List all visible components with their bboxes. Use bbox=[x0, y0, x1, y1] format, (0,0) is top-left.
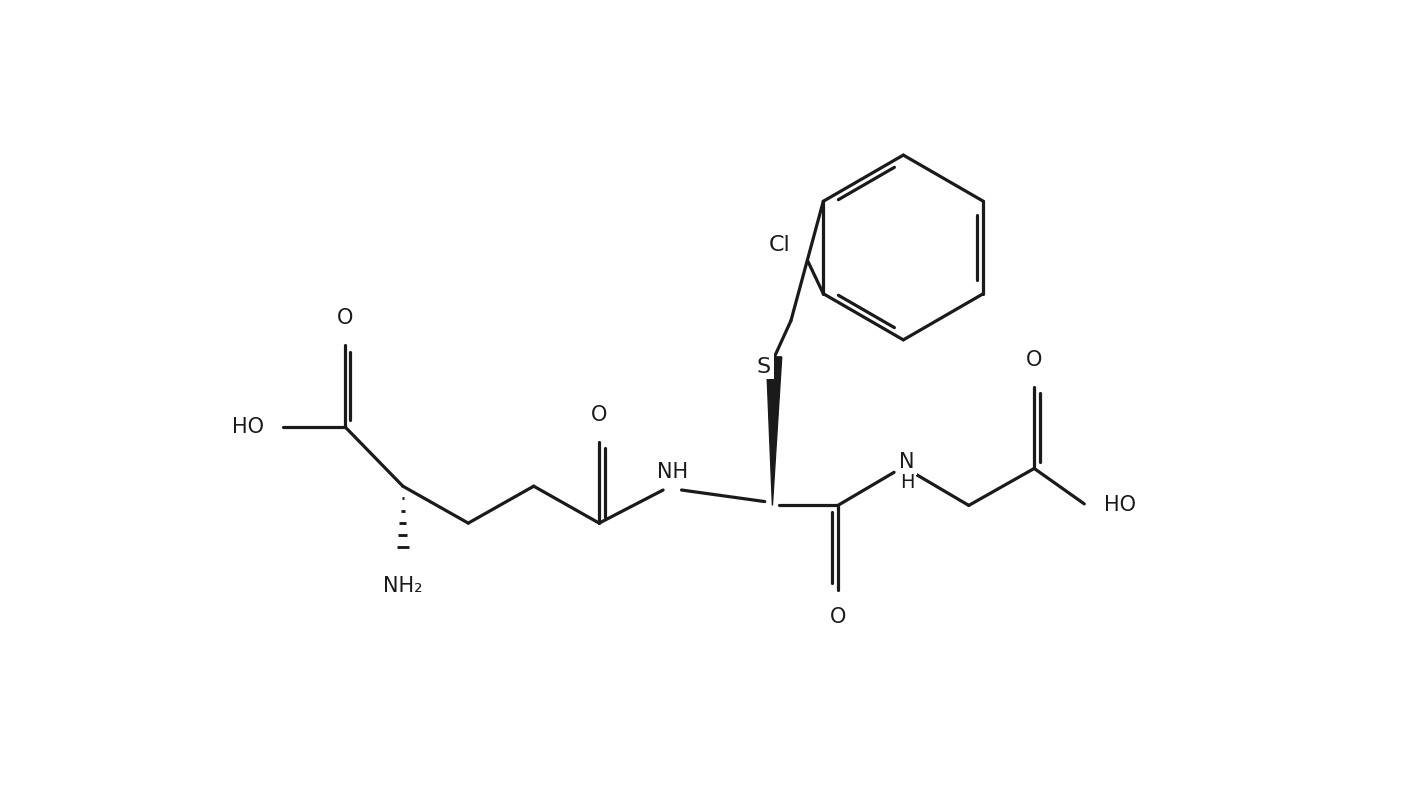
Text: NH₂: NH₂ bbox=[383, 577, 422, 596]
Text: HO: HO bbox=[1104, 496, 1135, 516]
Polygon shape bbox=[766, 357, 781, 505]
Text: S: S bbox=[758, 357, 772, 377]
Text: O: O bbox=[591, 405, 607, 425]
Text: HO: HO bbox=[232, 417, 265, 437]
Text: O: O bbox=[829, 607, 846, 627]
Text: Cl: Cl bbox=[769, 235, 790, 255]
Text: O: O bbox=[1026, 350, 1042, 370]
Text: N: N bbox=[900, 453, 915, 472]
Text: NH: NH bbox=[656, 462, 689, 483]
Text: H: H bbox=[900, 473, 914, 491]
Text: O: O bbox=[337, 308, 353, 328]
